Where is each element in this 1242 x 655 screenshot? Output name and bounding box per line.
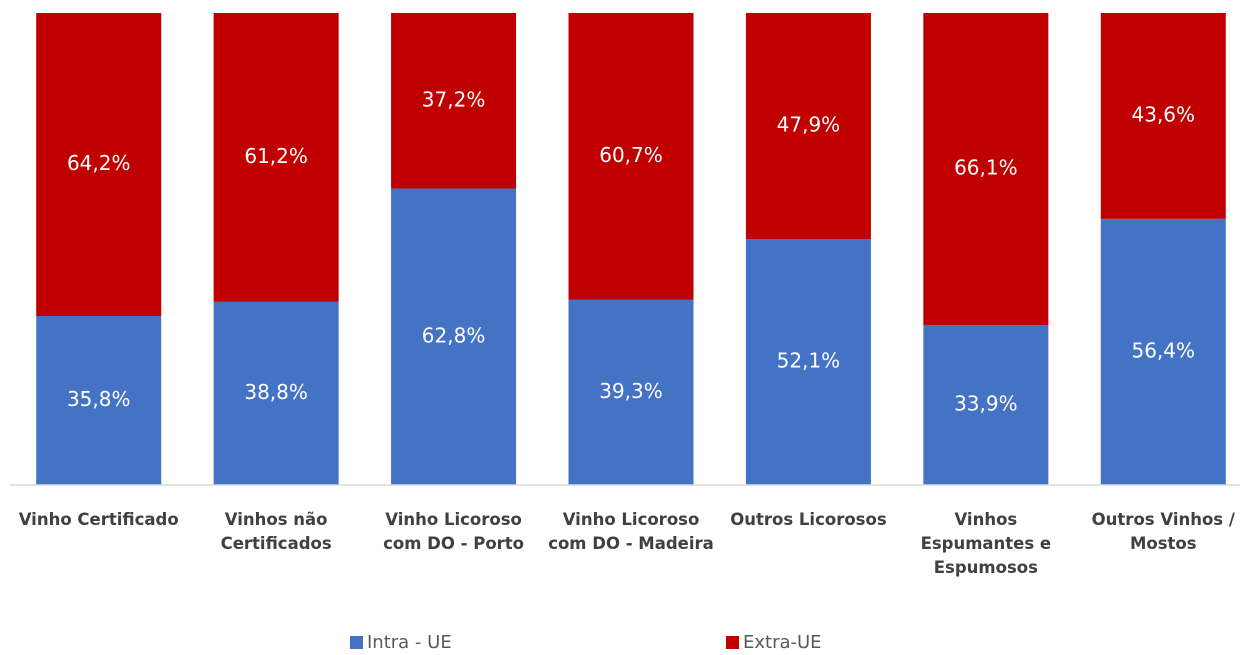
x-tick-label: Vinhos não Certificados bbox=[220, 510, 332, 553]
bar-segment bbox=[391, 13, 517, 189]
data-label: 66,1% bbox=[954, 155, 1018, 179]
bar-segment bbox=[1100, 13, 1226, 219]
data-label: 52,1% bbox=[777, 349, 841, 373]
data-label: 43,6% bbox=[1132, 102, 1196, 126]
bar-segment bbox=[745, 239, 871, 485]
data-label: 56,4% bbox=[1132, 338, 1196, 362]
bar-segment bbox=[213, 13, 339, 302]
x-tick-label: Vinho Certificado bbox=[18, 510, 179, 529]
data-label: 64,2% bbox=[67, 151, 131, 175]
data-label: 38,8% bbox=[244, 380, 308, 404]
x-tick-label: Vinho Licoroso com DO - Madeira bbox=[548, 510, 714, 553]
legend-swatch bbox=[350, 636, 363, 649]
bar-segment bbox=[923, 324, 1049, 485]
data-label: 39,3% bbox=[599, 379, 663, 403]
x-tick-label: Outros Licorosos bbox=[730, 510, 887, 529]
legend-swatch bbox=[726, 636, 739, 649]
bar-segment bbox=[36, 316, 162, 485]
bar-segment bbox=[923, 13, 1049, 325]
bar-segment bbox=[391, 188, 517, 486]
bar-segment bbox=[36, 13, 162, 317]
legend-label: Extra-UE bbox=[743, 632, 822, 653]
data-label: 37,2% bbox=[422, 87, 486, 111]
x-tick-label: Vinho Licoroso com DO - Porto bbox=[383, 510, 525, 553]
data-label: 47,9% bbox=[777, 113, 841, 137]
data-label: 35,8% bbox=[67, 387, 131, 411]
bar-segment bbox=[568, 299, 694, 485]
bar-segment bbox=[1100, 218, 1226, 486]
x-tick-label: Outros Vinhos / Mostos bbox=[1091, 510, 1235, 553]
bar-segment bbox=[568, 13, 694, 300]
data-label: 33,9% bbox=[954, 391, 1018, 415]
data-label: 60,7% bbox=[599, 143, 663, 167]
data-label: 61,2% bbox=[244, 144, 308, 168]
x-tick-label: Vinhos Espumantes e Espumosos bbox=[920, 510, 1052, 577]
legend-label: Intra - UE bbox=[367, 632, 452, 653]
bar-segment bbox=[745, 13, 871, 240]
bar-segment bbox=[213, 301, 339, 485]
data-label: 62,8% bbox=[422, 323, 486, 347]
